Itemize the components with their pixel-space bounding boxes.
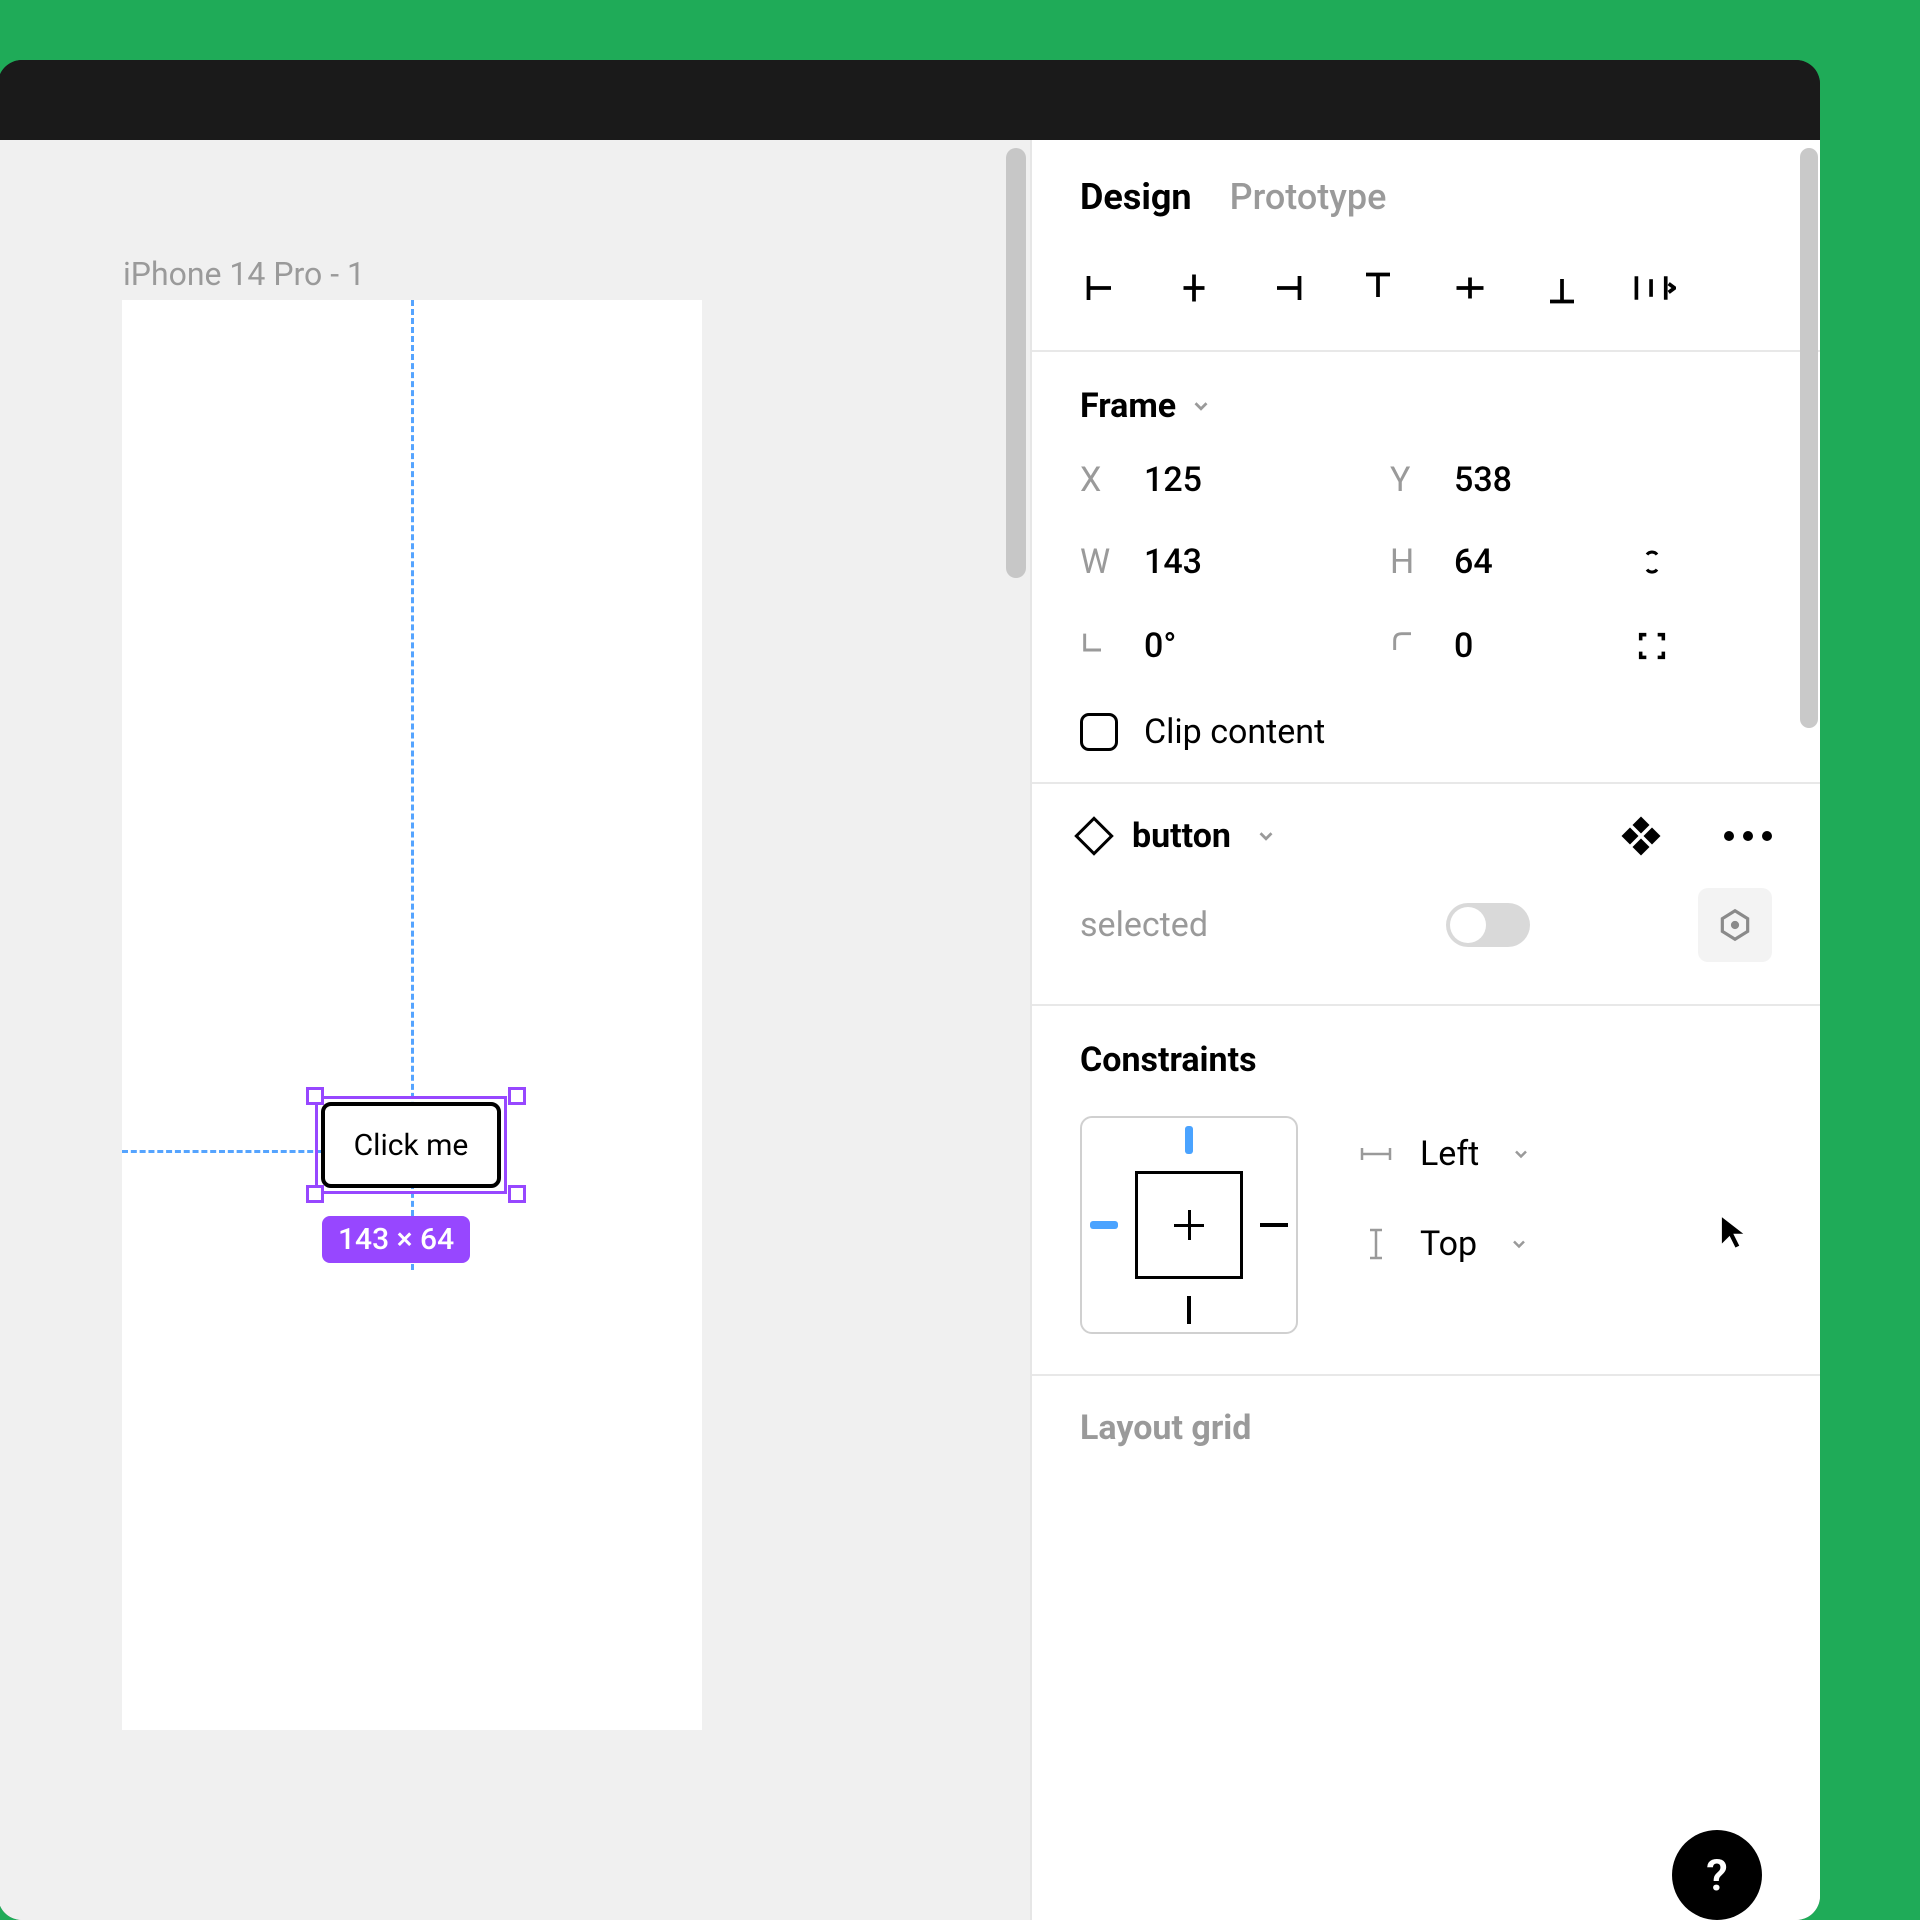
y-value: 538	[1454, 460, 1512, 500]
frame-section-title[interactable]: Frame	[1080, 386, 1772, 426]
constraint-vertical-select[interactable]: Top	[1358, 1224, 1531, 1264]
align-hcenter-icon[interactable]	[1172, 266, 1216, 310]
horizontal-icon	[1358, 1142, 1394, 1166]
constraint-edge-top[interactable]	[1185, 1126, 1193, 1154]
y-label: Y	[1390, 460, 1424, 500]
selected-element[interactable]: Click me	[303, 1092, 521, 1200]
variant-row: selected	[1032, 874, 1820, 1004]
x-label: X	[1080, 460, 1114, 500]
align-top-icon[interactable]	[1356, 266, 1400, 310]
component-name[interactable]: button	[1132, 816, 1231, 856]
h-label: H	[1390, 542, 1424, 582]
link-dimensions-icon[interactable]	[1630, 540, 1674, 584]
resize-handle-bottom-left[interactable]	[306, 1185, 324, 1203]
constraints-label: Constraints	[1080, 1040, 1257, 1080]
clip-content-label: Clip content	[1144, 712, 1325, 752]
component-set-icon[interactable]	[1624, 819, 1658, 853]
corner-details-icon[interactable]	[1630, 624, 1674, 668]
help-button[interactable]: ?	[1672, 1830, 1762, 1920]
radius-value: 0	[1454, 626, 1473, 666]
constraints-widget[interactable]	[1080, 1116, 1298, 1334]
layout-grid-title[interactable]: Layout grid	[1032, 1376, 1820, 1448]
h-value: 64	[1454, 542, 1493, 582]
resize-handle-top-left[interactable]	[306, 1087, 324, 1105]
clip-content-row[interactable]: Clip content	[1080, 712, 1772, 752]
radius-icon	[1390, 626, 1424, 666]
panel-tabs: Design Prototype	[1032, 140, 1820, 248]
distribute-icon[interactable]	[1632, 266, 1676, 310]
more-icon[interactable]	[1724, 831, 1772, 841]
alignment-tools	[1032, 248, 1820, 350]
canvas[interactable]: iPhone 14 Pro - 1 Click me 143 × 64	[0, 140, 1030, 1920]
align-vcenter-icon[interactable]	[1448, 266, 1492, 310]
constraint-edge-right[interactable]	[1260, 1223, 1288, 1227]
resize-handle-bottom-right[interactable]	[508, 1185, 526, 1203]
constraints-title: Constraints	[1080, 1040, 1772, 1080]
rotation-icon	[1080, 626, 1114, 666]
align-right-icon[interactable]	[1264, 266, 1308, 310]
constraint-horizontal-value: Left	[1420, 1134, 1479, 1174]
align-bottom-icon[interactable]	[1540, 266, 1584, 310]
y-field[interactable]: Y 538	[1390, 460, 1630, 500]
alignment-guide-horizontal	[122, 1150, 322, 1153]
cursor-icon	[1718, 1212, 1752, 1252]
app-window: iPhone 14 Pro - 1 Click me 143 × 64 Desi…	[0, 60, 1820, 1920]
radius-field[interactable]: 0	[1390, 626, 1630, 666]
frame-section: Frame X 125 Y 538 W 143	[1032, 352, 1820, 782]
resize-handle-top-right[interactable]	[508, 1087, 526, 1105]
rotation-field[interactable]: 0°	[1080, 626, 1390, 666]
clip-content-checkbox[interactable]	[1080, 713, 1118, 751]
panel-scrollbar[interactable]	[1800, 148, 1818, 728]
chevron-down-icon[interactable]	[1255, 825, 1277, 847]
w-label: W	[1080, 542, 1114, 582]
canvas-scrollbar[interactable]	[1006, 148, 1026, 578]
x-field[interactable]: X 125	[1080, 460, 1390, 500]
align-left-icon[interactable]	[1080, 266, 1124, 310]
constraints-section: Constraints	[1032, 1006, 1820, 1090]
chevron-down-icon	[1509, 1234, 1529, 1254]
variant-label: selected	[1080, 905, 1208, 945]
workspace: iPhone 14 Pro - 1 Click me 143 × 64 Desi…	[0, 140, 1820, 1920]
selected-element-content: Click me	[321, 1102, 501, 1188]
w-value: 143	[1144, 542, 1202, 582]
component-icon	[1074, 816, 1114, 856]
constraint-center[interactable]	[1135, 1171, 1243, 1279]
w-field[interactable]: W 143	[1080, 542, 1390, 582]
x-value: 125	[1144, 460, 1202, 500]
constraint-horizontal-select[interactable]: Left	[1358, 1134, 1531, 1174]
apply-variant-button[interactable]	[1698, 888, 1772, 962]
titlebar	[0, 60, 1820, 140]
tab-prototype[interactable]: Prototype	[1230, 176, 1387, 218]
constraint-vertical-value: Top	[1420, 1224, 1477, 1264]
frame-section-label: Frame	[1080, 386, 1176, 426]
constraint-edge-left[interactable]	[1090, 1221, 1118, 1229]
constraint-edge-bottom[interactable]	[1187, 1296, 1191, 1324]
frame-label[interactable]: iPhone 14 Pro - 1	[123, 255, 365, 293]
h-field[interactable]: H 64	[1390, 542, 1630, 582]
dimension-badge: 143 × 64	[322, 1216, 470, 1263]
chevron-down-icon	[1190, 395, 1212, 417]
vertical-icon	[1358, 1228, 1394, 1260]
component-section-header: button	[1032, 784, 1820, 874]
chevron-down-icon	[1511, 1144, 1531, 1164]
inspector-panel: Design Prototype Frame	[1030, 140, 1820, 1920]
rotation-value: 0°	[1144, 626, 1176, 666]
tab-design[interactable]: Design	[1080, 176, 1192, 218]
variant-toggle[interactable]	[1446, 903, 1530, 947]
constraints-body: Left Top	[1032, 1090, 1820, 1374]
